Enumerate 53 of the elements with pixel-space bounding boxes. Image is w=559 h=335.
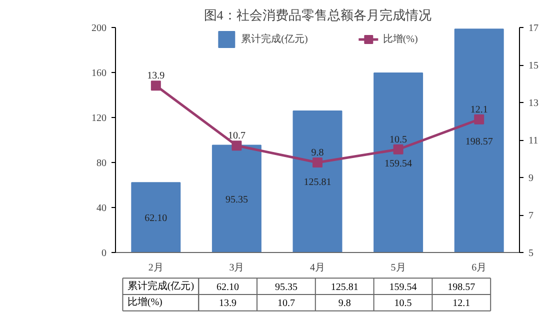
- point: [312, 158, 322, 168]
- y2-tick-label: 17: [528, 23, 538, 34]
- data-label: 62.10: [144, 213, 168, 224]
- bar: [292, 110, 342, 252]
- legend-label: 比增(%): [382, 32, 418, 46]
- y-tick-label: 200: [92, 23, 106, 34]
- data-label: 9.8: [311, 148, 324, 158]
- y-tick-label: 0: [102, 248, 106, 259]
- data-label: 95.35: [225, 194, 248, 206]
- bar: [212, 144, 262, 252]
- chart-title: 图4：社会消费品零售总额各月完成情况: [204, 8, 432, 22]
- data-label: 198.57: [465, 136, 493, 148]
- y2-tick-label: 9: [528, 173, 534, 184]
- text: 比增(%): [127, 297, 162, 308]
- text: 9.8: [338, 298, 351, 310]
- text: 159.54: [389, 282, 417, 293]
- text: 10.7: [277, 298, 295, 310]
- text: 13.9: [219, 298, 237, 310]
- point: [232, 140, 242, 151]
- text: 62.10: [216, 282, 240, 293]
- y2-tick-label: 7: [528, 210, 534, 222]
- data-label: 12.1: [470, 104, 488, 116]
- y2-tick-label: 15: [528, 60, 538, 72]
- text: 10.5: [394, 298, 412, 310]
- y-tick-label: 80: [96, 158, 106, 169]
- point: [474, 114, 484, 124]
- y-tick-label: 40: [96, 203, 106, 214]
- y2-tick-label: 11: [528, 136, 538, 146]
- x-tick-label: 2月: [148, 262, 164, 274]
- text: 95.35: [274, 282, 298, 293]
- x-tick-label: 6月: [472, 262, 487, 274]
- point: [393, 144, 404, 154]
- y-tick-label: 120: [92, 113, 106, 124]
- x-tick-label: 5月: [390, 262, 406, 274]
- text: 125.81: [330, 282, 358, 293]
- y-tick-label: 160: [92, 68, 106, 79]
- bar: [131, 182, 181, 252]
- x-tick-label: 3月: [229, 262, 244, 274]
- bar: [374, 72, 424, 252]
- y2-tick-label: 13: [528, 98, 538, 109]
- y2-tick-label: 5: [528, 248, 534, 259]
- legend-label: 累计完成(亿元): [241, 32, 308, 46]
- data-label: 13.9: [147, 70, 165, 82]
- text: 198.57: [448, 282, 476, 293]
- point: [150, 80, 161, 91]
- data-label: 10.5: [390, 134, 408, 146]
- text: 12.1: [452, 298, 470, 310]
- data-label: 125.81: [304, 177, 332, 188]
- data-label: 159.54: [384, 158, 412, 170]
- bar: [454, 28, 504, 252]
- text: 累计完成(亿元): [127, 280, 194, 292]
- data-label: 10.7: [228, 130, 246, 142]
- x-tick-label: 4月: [310, 262, 325, 274]
